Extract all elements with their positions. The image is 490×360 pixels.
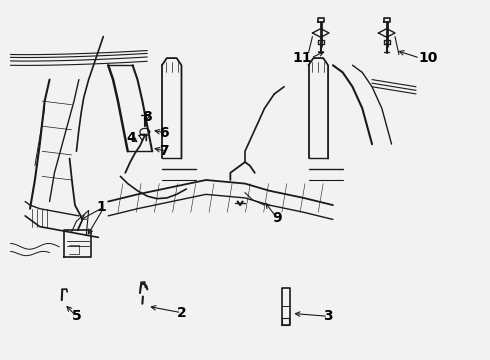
Text: 10: 10 xyxy=(418,51,438,65)
Text: 4: 4 xyxy=(127,131,137,145)
Text: 6: 6 xyxy=(160,126,169,140)
Text: 3: 3 xyxy=(323,309,333,323)
Text: 9: 9 xyxy=(272,211,282,225)
Text: 2: 2 xyxy=(176,306,186,320)
Text: 8: 8 xyxy=(143,110,152,124)
Text: 5: 5 xyxy=(72,309,81,323)
Text: 7: 7 xyxy=(160,144,169,158)
Text: 1: 1 xyxy=(96,200,106,214)
Text: 11: 11 xyxy=(293,51,312,65)
